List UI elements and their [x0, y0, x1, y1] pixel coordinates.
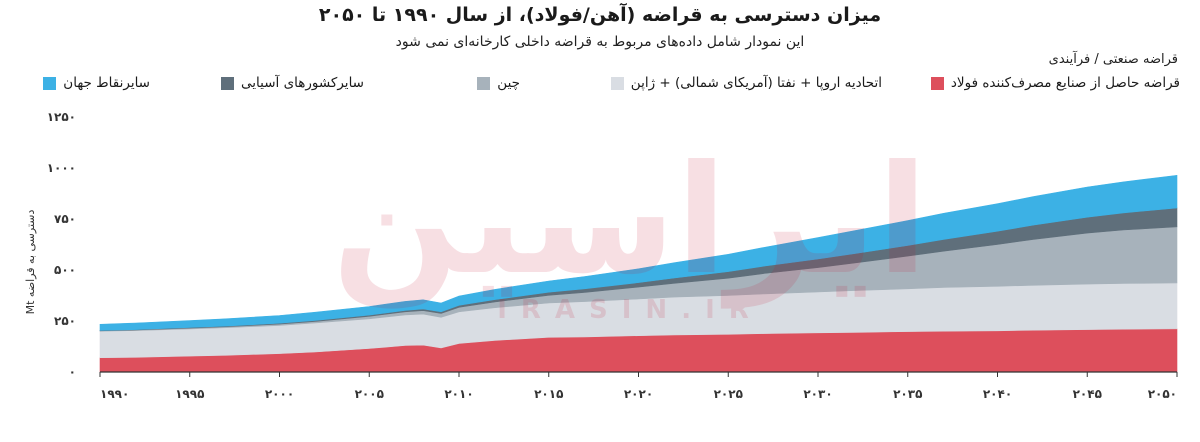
x-tick-label: ۱۹۹۵: [175, 387, 204, 401]
legend-label-steel-industry-scrap: قراضه حاصل از صنایع مصرف‌کننده فولاد: [950, 75, 1180, 91]
watermark-logo-text: ایراسین: [332, 134, 928, 309]
x-tick-label: ۲۰۴۵: [1073, 387, 1102, 401]
legend-label-eu-nafta-japan: اتحادیه اروپا + نفتا (آمریکای شمالی) + ژ…: [630, 75, 882, 91]
x-tick-label: ۲۰۳۰: [803, 387, 832, 401]
x-tick-label: ۲۰۵۰: [1148, 387, 1177, 401]
legend-item-china: چین: [477, 74, 520, 92]
y-tick-label: ۵۰۰: [54, 263, 76, 277]
y-tick-label: ۰: [69, 365, 76, 379]
chart-subtitle: این نمودار شامل داده‌های مربوط به قراضه …: [395, 34, 805, 50]
y-tick-label: ۷۵۰: [54, 212, 76, 226]
y-tick-label: ۱۰۰۰: [47, 161, 76, 175]
legend-label-rest-of-world: سایرنقاط جهان: [63, 75, 150, 91]
x-tick-label: ۲۰۰۵: [355, 387, 384, 401]
x-tick-label: ۲۰۲۵: [714, 387, 743, 401]
x-tick-label: ۲۰۴۰: [983, 387, 1012, 401]
x-tick-label: ۲۰۲۰: [624, 387, 653, 401]
legend-swatch-rest-of-world: [43, 76, 57, 90]
x-tick-label: ۲۰۳۵: [893, 387, 922, 401]
legend-item-rest-of-world: سایرنقاط جهان: [43, 74, 150, 92]
x-tick-label: ۱۹۹۰: [100, 387, 129, 401]
legend-title: قراضه صنعتی / فرآیندی: [1048, 52, 1178, 67]
legend-item-eu-nafta-japan: اتحادیه اروپا + نفتا (آمریکای شمالی) + ژ…: [610, 74, 882, 92]
legend-label-china: چین: [497, 75, 520, 91]
legend-swatch-other-asia: [221, 76, 235, 90]
legend-item-steel-industry-scrap: قراضه حاصل از صنایع مصرف‌کننده فولاد: [930, 74, 1180, 92]
legend-swatch-china: [477, 76, 491, 90]
legend-label-other-asia: سایرکشورهای آسیایی: [241, 75, 364, 91]
legend-swatch-steel-industry-scrap: [930, 76, 944, 90]
x-tick-label: ۲۰۱۰: [444, 387, 473, 401]
legend-swatch-eu-nafta-japan: [610, 76, 624, 90]
watermark-site-text: IRASIN.IR: [497, 295, 763, 325]
area-layers: [99, 174, 1178, 373]
x-tick-label: ۲۰۱۵: [534, 387, 563, 401]
y-tick-label: ۱۲۵۰: [47, 110, 76, 124]
legend-item-other-asia: سایرکشورهای آسیایی: [221, 74, 364, 92]
axes: ۰ ۲۵۰ ۵۰۰ ۷۵۰ ۱۰۰۰ ۱۲۵۰ ۱۹۹۰ ۱۹۹۵ ۲۰۰۰ ۲۰۰۵ ۲۰۱۰ ۲۰…: [47, 110, 1178, 401]
area-rest-of-world: [99, 174, 1178, 331]
y-tick-label: ۲۵۰: [54, 314, 76, 328]
chart-title: میزان دسترسی به قراضه (آهن/فولاد)، از سا…: [318, 4, 882, 26]
x-tick-label: ۲۰۰۰: [265, 387, 294, 401]
y-axis-label: Mt دسترسی به قراضه: [24, 210, 37, 315]
watermark-logo: ایراسین IRASIN.IR: [332, 134, 928, 325]
